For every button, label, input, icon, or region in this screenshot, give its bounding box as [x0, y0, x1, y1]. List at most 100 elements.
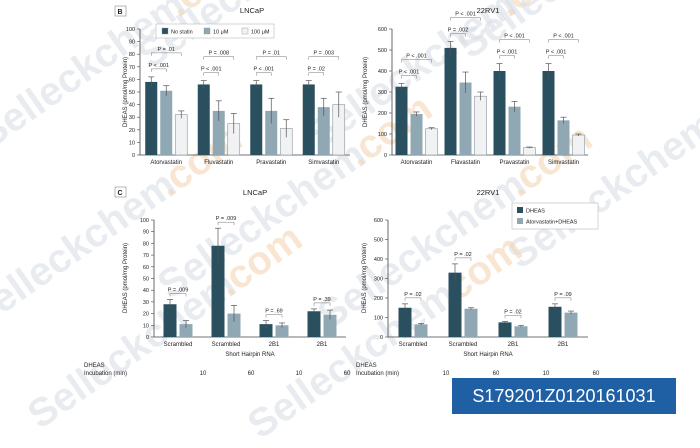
bar: [302, 84, 315, 155]
bar: [395, 86, 408, 155]
significance-bracket: [203, 56, 234, 60]
legend-label: DHEAS: [526, 209, 545, 215]
p-value-label: P < .001: [406, 54, 427, 60]
bar: [197, 84, 210, 155]
bar: [464, 308, 478, 337]
legend-label: 10 μM: [213, 30, 229, 36]
y-tick-label: 100: [140, 218, 149, 224]
y-tick-label: 50: [129, 90, 135, 96]
y-tick-label: 30: [143, 300, 149, 306]
panel-letter: C: [114, 186, 127, 198]
incubation-value: 60: [593, 371, 600, 377]
bar: [508, 106, 521, 155]
bar: [211, 245, 225, 337]
significance-bracket: [313, 302, 331, 306]
p-value-label: P = .002: [448, 28, 469, 34]
y-tick-label: 60: [129, 77, 135, 83]
p-value-label: P < .001: [546, 50, 567, 56]
significance-bracket: [404, 297, 422, 301]
legend: DHEAS Atorvastatin+DHEAS: [511, 202, 599, 230]
x-tick-label: Pravastatin: [256, 160, 286, 166]
y-tick-label: 80: [129, 52, 135, 58]
y-axis-label: DHEAS (pmol/mg Protein): [362, 243, 368, 313]
y-tick-label: 0: [384, 153, 387, 159]
bar: [265, 110, 278, 155]
significance-bracket: [256, 56, 287, 60]
bar: [163, 304, 177, 337]
p-value-label: P = .39: [313, 297, 330, 303]
p-value-label: P = .01: [263, 51, 280, 57]
legend-swatch: [517, 218, 523, 224]
y-tick-label: 70: [129, 65, 135, 71]
bar: [425, 128, 438, 156]
bar: [227, 313, 241, 337]
significance-bracket: [308, 56, 339, 60]
significance-bracket: [499, 39, 530, 43]
x-tick-label: Fluvastatin: [204, 160, 233, 166]
bar: [145, 81, 158, 155]
y-tick-label: 0: [132, 153, 135, 159]
x-axis-label: Short Hairpin RNA: [463, 352, 512, 358]
y-tick-label: 200: [378, 111, 387, 117]
p-value-label: P < .001: [497, 50, 518, 56]
y-tick-label: 100: [126, 27, 135, 33]
y-tick-label: 500: [374, 238, 383, 244]
significance-bracket: [454, 257, 472, 261]
bar: [564, 312, 578, 337]
chart-title: 22RV1: [477, 188, 500, 197]
bar: [548, 306, 562, 337]
bar: [557, 120, 570, 155]
bar: [474, 95, 487, 156]
legend-swatch: [517, 207, 523, 213]
y-tick-label: 0: [146, 335, 149, 341]
p-value-label: P = .003: [313, 51, 334, 57]
p-value-label: P < .001: [201, 67, 222, 73]
p-value-label: P = .09: [554, 292, 571, 298]
x-tick-label: Atorvastatin: [401, 160, 433, 166]
bar: [317, 107, 330, 155]
p-value-label: P < .001: [504, 34, 525, 40]
panel-letter: B: [114, 5, 127, 17]
y-tick-label: 60: [143, 265, 149, 271]
chart-c-22rv1: 22RV1 DHEAS (pmol/mg Protein) 0 100 200 300 40…: [356, 188, 600, 377]
significance-bracket: [151, 68, 167, 72]
bar: [514, 326, 528, 337]
legend-box: [155, 23, 275, 39]
incubation-value: 60: [344, 371, 351, 377]
x-tick-label: Atorvastatin: [150, 160, 182, 166]
bar: [275, 325, 289, 337]
y-tick-label: 30: [129, 115, 135, 121]
significance-bracket: [308, 72, 324, 76]
legend-label: No statin: [171, 30, 193, 36]
x-tick-label: Scrambled: [212, 342, 241, 348]
significance-bracket: [554, 297, 572, 301]
p-value-label: P = .009: [216, 216, 237, 222]
bar: [250, 84, 263, 155]
p-value-label: P = .009: [168, 288, 189, 294]
x-tick-label: Flavastatin: [451, 160, 480, 166]
bar: [160, 90, 173, 155]
incubation-value: 10: [200, 371, 207, 377]
p-value-label: P = .01: [158, 47, 175, 53]
p-value-label: P = .02: [504, 309, 521, 315]
significance-bracket: [203, 72, 219, 76]
chart-b-22rv1: 22RV1 DHEAS (pmol/mg Protein) 0 100 200 300 40…: [363, 6, 588, 166]
incubation-label: Incubation (min): [84, 371, 127, 377]
bar: [212, 110, 225, 155]
y-tick-label: 40: [143, 288, 149, 294]
bar: [542, 71, 555, 155]
bar: [323, 314, 337, 337]
y-tick-label: 400: [374, 257, 383, 263]
bar: [498, 322, 512, 337]
x-tick-label: Simvastatin: [548, 160, 579, 166]
bar: [572, 134, 585, 156]
chart-title: LNCaP: [243, 188, 267, 197]
significance-bracket: [548, 55, 564, 59]
chart-title: 22RV1: [477, 6, 500, 15]
panel-letter-text: B: [117, 9, 122, 16]
bar: [448, 272, 462, 337]
y-tick-label: 90: [129, 40, 135, 46]
incubation-value: 10: [543, 371, 550, 377]
y-tick-label: 10: [129, 140, 135, 146]
x-tick-label: 2B1: [558, 342, 569, 348]
